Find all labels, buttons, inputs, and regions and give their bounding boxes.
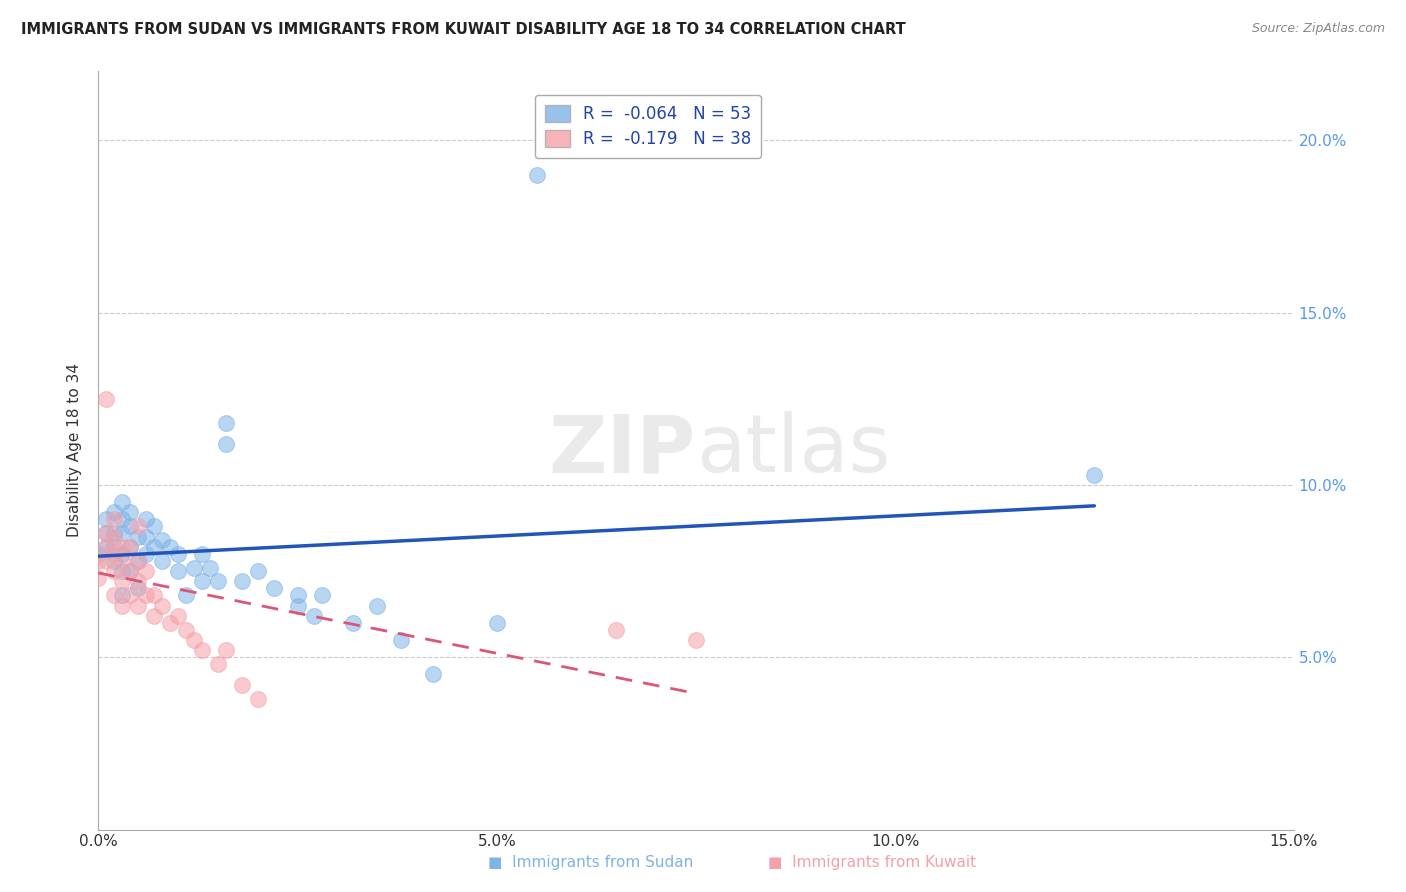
Text: atlas: atlas <box>696 411 890 490</box>
Point <box>207 574 229 589</box>
Point <box>96 512 118 526</box>
Point <box>366 599 388 613</box>
Point <box>159 540 181 554</box>
Point <box>127 554 149 568</box>
Point <box>198 560 221 574</box>
Text: ZIP: ZIP <box>548 411 696 490</box>
Point <box>120 564 142 578</box>
Point <box>287 599 309 613</box>
Point <box>127 582 149 596</box>
Point <box>103 506 125 520</box>
Point <box>191 574 214 589</box>
Point <box>174 588 197 602</box>
Point <box>96 540 118 554</box>
Point <box>120 519 142 533</box>
Point <box>215 416 238 430</box>
Point <box>159 615 181 630</box>
Point <box>96 554 118 568</box>
Point <box>389 633 412 648</box>
Point <box>246 564 269 578</box>
Point <box>103 512 125 526</box>
Point <box>183 560 205 574</box>
Point <box>526 168 548 182</box>
Point <box>87 547 110 561</box>
Point <box>111 547 134 561</box>
Point <box>111 564 134 578</box>
Point <box>143 519 166 533</box>
Point <box>183 633 205 648</box>
Point <box>120 540 142 554</box>
Point <box>127 554 149 568</box>
Point <box>215 436 238 450</box>
Point <box>167 608 190 623</box>
Point <box>135 530 157 544</box>
Point <box>191 643 214 657</box>
Point <box>167 564 190 578</box>
Point <box>215 643 238 657</box>
Point <box>150 599 173 613</box>
Y-axis label: Disability Age 18 to 34: Disability Age 18 to 34 <box>67 363 83 538</box>
Point <box>191 547 214 561</box>
Point <box>103 564 125 578</box>
Point <box>111 512 134 526</box>
Point <box>103 547 125 561</box>
Point <box>96 526 118 541</box>
Text: IMMIGRANTS FROM SUDAN VS IMMIGRANTS FROM KUWAIT DISABILITY AGE 18 TO 34 CORRELAT: IMMIGRANTS FROM SUDAN VS IMMIGRANTS FROM… <box>21 22 905 37</box>
Point <box>103 554 125 568</box>
Text: Source: ZipAtlas.com: Source: ZipAtlas.com <box>1251 22 1385 36</box>
Point <box>111 495 134 509</box>
Point <box>103 526 125 541</box>
Point <box>605 623 627 637</box>
Point <box>111 599 134 613</box>
Point <box>150 533 173 547</box>
Point <box>87 571 110 585</box>
Point <box>263 582 285 596</box>
Point <box>96 392 118 406</box>
Point <box>135 547 157 561</box>
Point <box>167 547 190 561</box>
Point <box>311 588 333 602</box>
Point <box>103 588 125 602</box>
Point <box>127 599 149 613</box>
Point <box>1083 467 1105 482</box>
Point <box>207 657 229 672</box>
Point <box>143 540 166 554</box>
Point <box>111 588 134 602</box>
Point <box>685 633 707 648</box>
Point <box>143 608 166 623</box>
Point <box>231 574 253 589</box>
Point <box>111 574 134 589</box>
Point <box>127 530 149 544</box>
Point <box>246 691 269 706</box>
Point <box>135 588 157 602</box>
Legend: R =  -0.064   N = 53, R =  -0.179   N = 38: R = -0.064 N = 53, R = -0.179 N = 38 <box>534 95 762 158</box>
Point <box>485 615 508 630</box>
Point <box>111 554 134 568</box>
Point <box>103 540 125 554</box>
Point <box>231 678 253 692</box>
Point <box>127 574 149 589</box>
Point <box>143 588 166 602</box>
Point <box>96 540 118 554</box>
Point <box>96 526 118 541</box>
Point <box>111 540 134 554</box>
Text: ■  Immigrants from Sudan: ■ Immigrants from Sudan <box>488 855 693 870</box>
Point <box>150 554 173 568</box>
Point <box>135 512 157 526</box>
Point <box>287 588 309 602</box>
Point <box>342 615 364 630</box>
Point <box>120 540 142 554</box>
Point <box>111 526 134 541</box>
Point <box>135 564 157 578</box>
Point <box>120 564 142 578</box>
Point <box>120 506 142 520</box>
Point <box>302 608 325 623</box>
Point <box>174 623 197 637</box>
Text: ■  Immigrants from Kuwait: ■ Immigrants from Kuwait <box>768 855 976 870</box>
Point <box>103 530 125 544</box>
Point <box>87 554 110 568</box>
Point <box>127 519 149 533</box>
Point <box>120 588 142 602</box>
Point <box>422 667 444 681</box>
